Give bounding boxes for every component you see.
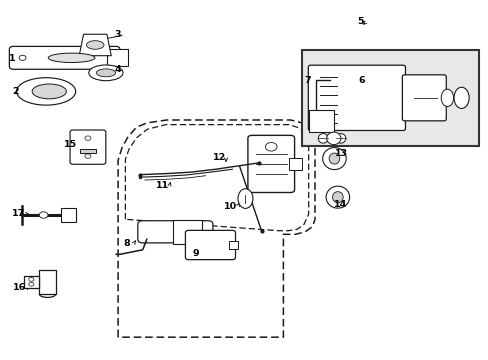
- Ellipse shape: [326, 132, 340, 145]
- Circle shape: [29, 282, 34, 286]
- Ellipse shape: [96, 69, 115, 77]
- Ellipse shape: [17, 78, 76, 105]
- FancyBboxPatch shape: [247, 135, 294, 193]
- Ellipse shape: [335, 134, 345, 143]
- Text: 10: 10: [224, 202, 237, 211]
- Text: 12: 12: [212, 153, 225, 162]
- Bar: [229, 241, 237, 249]
- Bar: [288, 158, 302, 170]
- Bar: [80, 149, 96, 153]
- Ellipse shape: [32, 84, 66, 99]
- Polygon shape: [79, 34, 111, 56]
- Ellipse shape: [325, 186, 349, 208]
- Ellipse shape: [328, 153, 339, 164]
- Circle shape: [19, 55, 26, 60]
- FancyBboxPatch shape: [402, 75, 446, 121]
- Ellipse shape: [440, 89, 453, 107]
- FancyBboxPatch shape: [70, 130, 105, 164]
- Bar: [106, 49, 127, 66]
- Ellipse shape: [453, 87, 468, 108]
- Ellipse shape: [89, 65, 123, 81]
- FancyBboxPatch shape: [9, 46, 120, 69]
- Text: 8: 8: [123, 239, 130, 248]
- Bar: [301, 50, 478, 146]
- Bar: [308, 111, 333, 132]
- Circle shape: [85, 136, 91, 140]
- Ellipse shape: [86, 41, 104, 49]
- Bar: [39, 270, 56, 294]
- Text: 14: 14: [333, 200, 346, 209]
- FancyBboxPatch shape: [308, 65, 405, 130]
- FancyBboxPatch shape: [138, 221, 212, 243]
- Text: 15: 15: [64, 140, 77, 149]
- Circle shape: [29, 278, 34, 281]
- Text: 3: 3: [115, 31, 121, 40]
- Text: 7: 7: [304, 76, 310, 85]
- Bar: [23, 276, 39, 288]
- Circle shape: [85, 154, 91, 158]
- Circle shape: [39, 212, 48, 218]
- Text: 17: 17: [12, 210, 25, 219]
- Text: 9: 9: [192, 249, 199, 258]
- Text: 4: 4: [115, 65, 121, 74]
- Bar: [61, 208, 76, 222]
- Text: 16: 16: [13, 283, 26, 292]
- Text: 11: 11: [156, 181, 169, 190]
- FancyBboxPatch shape: [185, 230, 235, 260]
- Text: 2: 2: [13, 87, 19, 96]
- Ellipse shape: [238, 189, 252, 208]
- Bar: [173, 220, 202, 244]
- Text: 1: 1: [9, 54, 15, 63]
- Circle shape: [265, 143, 277, 151]
- Text: 6: 6: [358, 76, 365, 85]
- Text: 13: 13: [334, 149, 347, 158]
- Ellipse shape: [48, 53, 95, 63]
- Ellipse shape: [322, 148, 346, 170]
- Ellipse shape: [332, 192, 343, 203]
- Ellipse shape: [318, 134, 327, 143]
- Text: 5: 5: [356, 17, 363, 26]
